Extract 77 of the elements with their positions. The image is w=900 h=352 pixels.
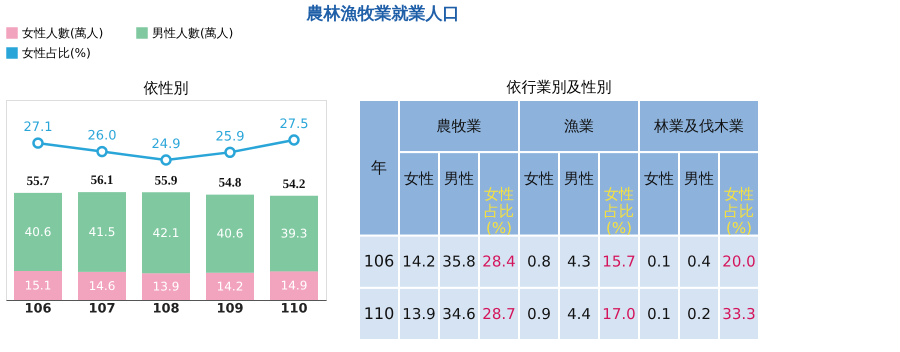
y-axis-title: 年 bbox=[371, 158, 387, 177]
bar bbox=[142, 273, 190, 300]
bar bbox=[270, 196, 318, 272]
data-label: 13.9 bbox=[152, 280, 180, 294]
data-label: 42.1 bbox=[152, 226, 180, 240]
chart-subtitle: 依性別 bbox=[144, 79, 188, 97]
x-tick-label: 男性 bbox=[564, 169, 594, 188]
bar bbox=[78, 272, 126, 300]
bar bbox=[206, 194, 254, 273]
data-label: 14.6 bbox=[88, 278, 116, 293]
text: 林業及伐木業 bbox=[653, 117, 744, 136]
data-label: 15.7 bbox=[602, 252, 636, 271]
data-label: 0.1 bbox=[647, 304, 671, 323]
point bbox=[224, 146, 236, 158]
data-label: 35.8 bbox=[442, 252, 476, 271]
data-label: 28.7 bbox=[482, 304, 516, 323]
text: 農林漁牧業就業人口 bbox=[306, 4, 460, 24]
data-label: 14.2 bbox=[216, 279, 244, 294]
data-label: 17.0 bbox=[602, 304, 636, 323]
legend-label: 女性人數(萬人) bbox=[22, 26, 104, 40]
data-label: 25.9 bbox=[216, 129, 244, 144]
data-label: 24.9 bbox=[152, 137, 180, 152]
x-tick-label: 108 bbox=[152, 302, 180, 316]
legend-label: 男性人數(萬人) bbox=[152, 26, 234, 40]
data-label: 0.2 bbox=[687, 304, 711, 323]
data-label: 0.1 bbox=[647, 252, 671, 271]
bar bbox=[270, 271, 318, 300]
data-label: 39.3 bbox=[280, 226, 308, 241]
chart-title: 依行業別及性別 bbox=[506, 78, 612, 96]
data-label: 34.6 bbox=[442, 304, 476, 323]
data-label: 4.4 bbox=[567, 304, 591, 323]
x-tick-label: 女性 bbox=[404, 169, 434, 188]
data-label: 0.8 bbox=[527, 252, 551, 271]
point bbox=[160, 154, 172, 166]
point bbox=[288, 134, 300, 146]
point bbox=[32, 137, 44, 149]
data-label: 20.0 bbox=[722, 252, 756, 271]
data-label: 40.6 bbox=[216, 226, 244, 241]
bar bbox=[14, 270, 62, 300]
x-tick-label: 女性 bbox=[524, 169, 554, 188]
total-label: 55.9 bbox=[154, 172, 178, 188]
data-label: 14.9 bbox=[280, 278, 308, 293]
total-label: 54.2 bbox=[282, 176, 306, 191]
total-label: 55.7 bbox=[26, 172, 50, 188]
data-label: 33.3 bbox=[722, 304, 756, 323]
data-label: 13.9 bbox=[402, 304, 436, 323]
data-label: 27.1 bbox=[24, 120, 52, 136]
legend-label: 女性占比(%) bbox=[22, 46, 91, 60]
bar bbox=[14, 192, 62, 271]
data-label: 27.5 bbox=[280, 117, 308, 132]
bar bbox=[206, 272, 254, 300]
bar bbox=[142, 192, 190, 274]
data-label: 0.9 bbox=[527, 304, 551, 323]
data-label: 15.1 bbox=[24, 278, 52, 292]
x-tick-label: 男性 bbox=[684, 169, 714, 188]
data-label: 41.5 bbox=[88, 225, 116, 240]
x-tick-label: 109 bbox=[216, 302, 244, 316]
data-label: 4.3 bbox=[567, 252, 591, 271]
data-label: 40.6 bbox=[24, 224, 52, 239]
x-tick-label: 男性 bbox=[444, 169, 474, 188]
bar bbox=[78, 192, 126, 272]
x-tick-label: 107 bbox=[88, 302, 116, 316]
x-tick-label: 女性 bbox=[644, 169, 674, 188]
x-tick-label: 106 bbox=[24, 302, 52, 316]
data-label: 26.0 bbox=[88, 128, 116, 144]
text: 漁業 bbox=[564, 117, 594, 136]
data-label: 14.2 bbox=[402, 252, 436, 271]
point bbox=[96, 146, 108, 158]
x-tick-label: 女性占比(%) bbox=[724, 184, 754, 237]
total-label: 56.1 bbox=[90, 172, 114, 188]
x-tick-label: 110 bbox=[280, 302, 308, 316]
x-tick-label: 女性占比(%) bbox=[604, 184, 634, 237]
total-label: 54.8 bbox=[218, 174, 242, 190]
text: 農牧業 bbox=[436, 117, 482, 136]
data-label: 28.4 bbox=[482, 252, 516, 271]
data-label: 0.4 bbox=[687, 252, 711, 271]
x-tick-label: 女性占比(%) bbox=[484, 184, 514, 237]
